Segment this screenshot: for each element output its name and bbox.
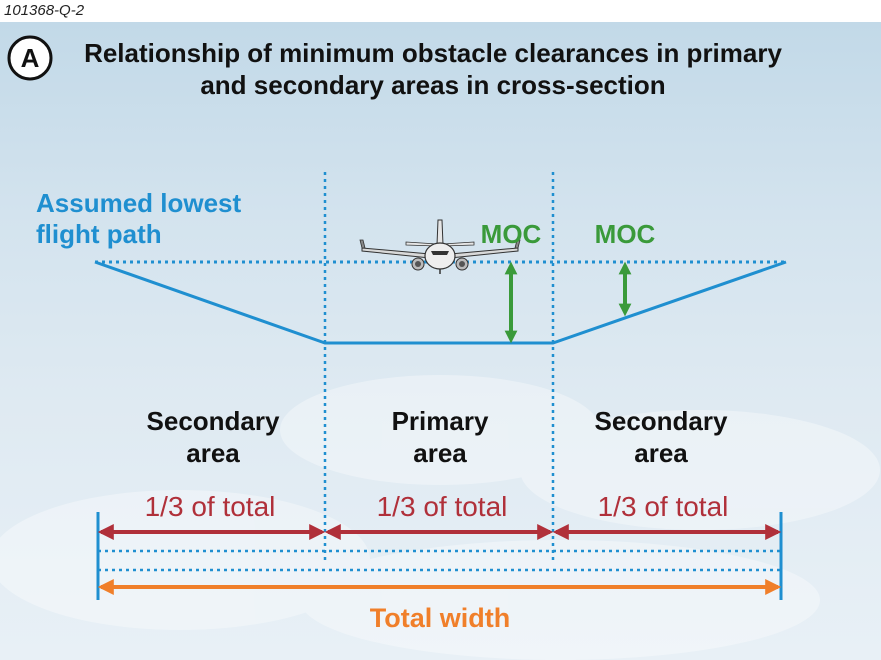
figure-id: 101368-Q-2 [4, 2, 85, 19]
flight-path-label-line-2: flight path [36, 219, 162, 249]
airplane-front-icon [359, 219, 521, 274]
fraction-label-right: 1/3 of total [598, 491, 729, 522]
area-label-right-line-2: area [634, 438, 688, 468]
area-label-center-line-2: area [413, 438, 467, 468]
area-label-right-line-1: Secondary [595, 406, 728, 436]
figure-header: 101368-Q-2 [0, 0, 881, 22]
circle-letter-icon [7, 35, 53, 81]
title-line-2: and secondary areas in cross-section [200, 70, 665, 100]
badge: A [7, 35, 53, 81]
area-label-center-line-1: Primary [392, 406, 489, 436]
clearance-profile [94, 260, 787, 345]
area-label-left-line-2: area [186, 438, 240, 468]
badge-letter: A [21, 43, 40, 73]
sky-background [0, 22, 881, 660]
total-width-label: Total width [370, 603, 510, 633]
title-line-1: Relationship of minimum obstacle clearan… [84, 38, 782, 68]
fraction-label-left: 1/3 of total [145, 491, 276, 522]
moc-label-primary: MOC [481, 219, 542, 249]
moc-label-secondary: MOC [595, 219, 656, 249]
area-label-left-line-1: Secondary [147, 406, 280, 436]
fraction-label-center: 1/3 of total [377, 491, 508, 522]
flight-path-label-line-1: Assumed lowest [36, 188, 242, 218]
